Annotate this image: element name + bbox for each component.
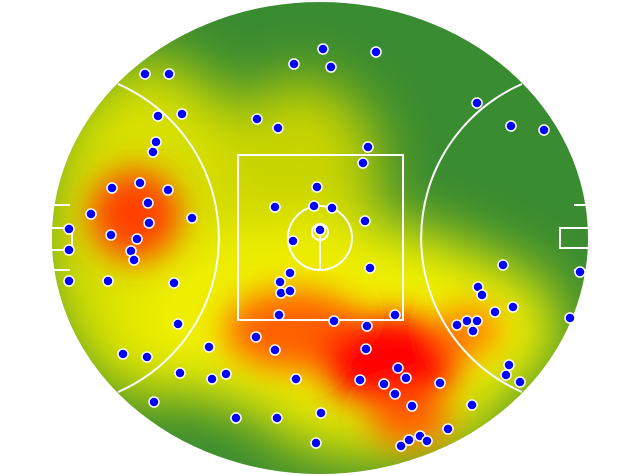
point — [290, 373, 302, 385]
points — [63, 43, 586, 452]
point — [564, 312, 576, 324]
point — [574, 266, 586, 278]
point — [314, 224, 326, 236]
point — [505, 120, 517, 132]
point — [325, 61, 337, 73]
point — [251, 113, 263, 125]
point — [141, 351, 153, 363]
point — [63, 223, 75, 235]
point — [203, 341, 215, 353]
point — [471, 315, 483, 327]
point — [403, 434, 415, 446]
point — [150, 136, 162, 148]
point — [63, 244, 75, 256]
point — [273, 309, 285, 321]
point — [128, 254, 140, 266]
point — [451, 319, 463, 331]
point — [370, 46, 382, 58]
point — [250, 331, 262, 343]
point — [461, 315, 473, 327]
point — [131, 233, 143, 245]
point — [489, 306, 501, 318]
point — [467, 325, 479, 337]
point — [274, 276, 286, 288]
point — [271, 412, 283, 424]
point — [326, 202, 338, 214]
point — [105, 229, 117, 241]
point — [148, 396, 160, 408]
point — [311, 181, 323, 193]
point — [230, 412, 242, 424]
point — [362, 141, 374, 153]
point — [308, 200, 320, 212]
point — [272, 122, 284, 134]
point — [63, 275, 75, 287]
point — [172, 318, 184, 330]
point — [360, 343, 372, 355]
point — [106, 182, 118, 194]
point — [500, 369, 512, 381]
point — [359, 215, 371, 227]
point — [507, 301, 519, 313]
point — [361, 320, 373, 332]
point — [442, 423, 454, 435]
point — [143, 217, 155, 229]
point — [378, 378, 390, 390]
point — [269, 344, 281, 356]
point — [364, 262, 376, 274]
point — [538, 124, 550, 136]
point — [503, 359, 515, 371]
point — [206, 373, 218, 385]
point — [168, 277, 180, 289]
point — [389, 388, 401, 400]
point — [406, 400, 418, 412]
point — [288, 58, 300, 70]
point — [421, 435, 433, 447]
point — [269, 201, 281, 213]
point — [163, 68, 175, 80]
point — [174, 367, 186, 379]
point — [357, 157, 369, 169]
point — [317, 43, 329, 55]
point — [497, 259, 509, 271]
point — [284, 267, 296, 279]
field-lines — [52, 83, 588, 393]
point — [389, 309, 401, 321]
point — [328, 315, 340, 327]
point — [310, 437, 322, 449]
point — [162, 184, 174, 196]
point — [392, 362, 404, 374]
point — [102, 275, 114, 287]
point — [134, 177, 146, 189]
point — [152, 110, 164, 122]
point — [220, 368, 232, 380]
point — [315, 407, 327, 419]
point — [85, 208, 97, 220]
point — [287, 235, 299, 247]
point — [395, 440, 407, 452]
point — [400, 372, 412, 384]
point — [466, 399, 478, 411]
point — [142, 197, 154, 209]
point — [176, 108, 188, 120]
point — [476, 289, 488, 301]
point — [139, 68, 151, 80]
point — [434, 377, 446, 389]
point — [117, 348, 129, 360]
point — [514, 376, 526, 388]
point — [147, 146, 159, 158]
point — [471, 97, 483, 109]
point — [354, 374, 366, 386]
point — [186, 212, 198, 224]
point — [284, 285, 296, 297]
